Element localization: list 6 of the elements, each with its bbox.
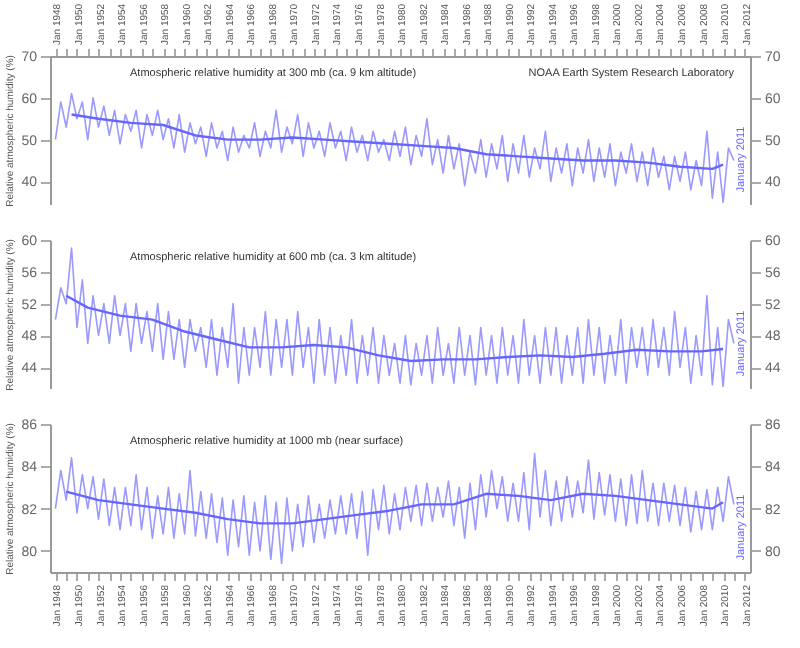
line-series bbox=[54, 247, 735, 388]
line-series bbox=[70, 113, 725, 171]
line-series bbox=[54, 92, 735, 204]
line-series bbox=[54, 452, 735, 565]
line-series bbox=[65, 490, 725, 525]
line-series bbox=[65, 294, 725, 363]
